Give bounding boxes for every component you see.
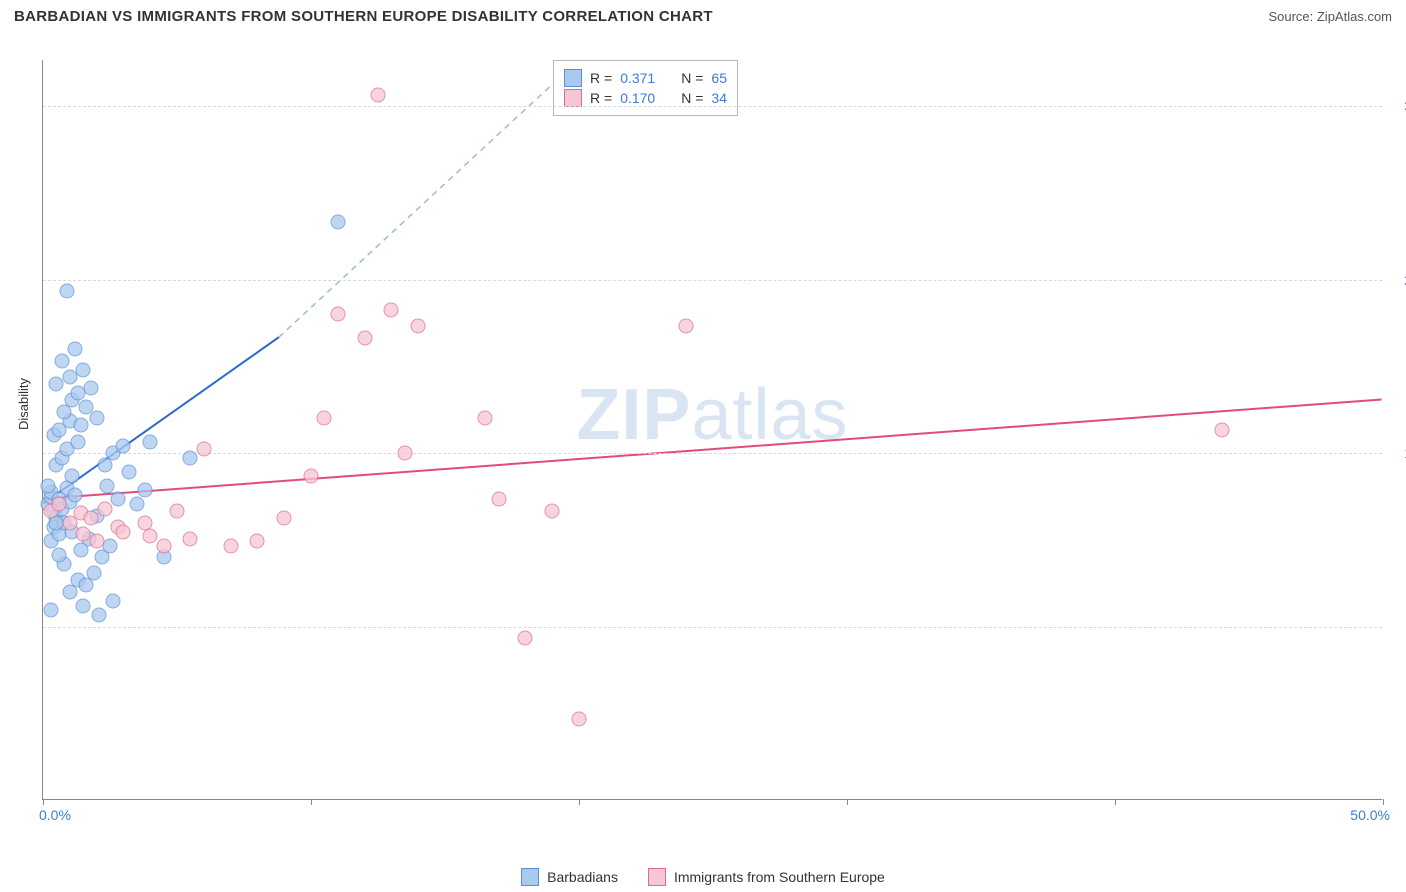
data-point [84, 510, 99, 525]
watermark: ZIPatlas [576, 374, 848, 456]
data-point [250, 534, 265, 549]
swatch-barbadians [521, 868, 539, 886]
data-point [223, 538, 238, 553]
gridline [43, 453, 1382, 454]
data-point [73, 418, 88, 433]
data-point [478, 411, 493, 426]
data-point [41, 478, 56, 493]
y-axis-label: Disability [16, 378, 31, 430]
source-label: Source: ZipAtlas.com [1268, 9, 1392, 24]
legend-row-a: R = 0.371 N = 65 [564, 69, 727, 87]
data-point [183, 531, 198, 546]
r-label: R = [590, 90, 612, 106]
data-point [304, 469, 319, 484]
swatch-immigrants [648, 868, 666, 886]
watermark-rest: atlas [691, 375, 848, 455]
n-value-a: 65 [711, 70, 727, 86]
n-value-b: 34 [711, 90, 727, 106]
data-point [44, 603, 59, 618]
gridline [43, 106, 1382, 107]
data-point [491, 492, 506, 507]
data-point [137, 515, 152, 530]
data-point [143, 529, 158, 544]
gridline [43, 627, 1382, 628]
data-point [357, 330, 372, 345]
data-point [411, 318, 426, 333]
data-point [143, 434, 158, 449]
scatter-chart: ZIPatlas R = 0.371 N = 65 R = 0.170 N = … [42, 60, 1382, 800]
data-point [330, 307, 345, 322]
data-point [572, 712, 587, 727]
data-point [679, 318, 694, 333]
data-point [68, 342, 83, 357]
data-point [89, 411, 104, 426]
legend-item-b: Immigrants from Southern Europe [648, 868, 885, 886]
chart-title: BARBADIAN VS IMMIGRANTS FROM SOUTHERN EU… [14, 8, 713, 25]
data-point [156, 538, 171, 553]
r-value-b: 0.170 [620, 90, 655, 106]
data-point [545, 503, 560, 518]
stats-legend: R = 0.371 N = 65 R = 0.170 N = 34 [553, 60, 738, 116]
r-label: R = [590, 70, 612, 86]
trend-lines [43, 60, 1382, 799]
r-value-a: 0.371 [620, 70, 655, 86]
x-tick [579, 799, 580, 805]
data-point [89, 534, 104, 549]
legend-item-a: Barbadians [521, 868, 618, 886]
data-point [76, 598, 91, 613]
data-point [196, 441, 211, 456]
data-point [116, 524, 131, 539]
data-point [518, 631, 533, 646]
data-point [121, 464, 136, 479]
data-point [68, 487, 83, 502]
data-point [1215, 423, 1230, 438]
data-point [277, 510, 292, 525]
data-point [105, 594, 120, 609]
data-point [92, 608, 107, 623]
data-point [76, 362, 91, 377]
data-point [70, 434, 85, 449]
x-tick [847, 799, 848, 805]
n-label: N = [681, 70, 703, 86]
data-point [100, 478, 115, 493]
x-max-label: 50.0% [1350, 807, 1390, 823]
x-min-label: 0.0% [39, 807, 71, 823]
legend-label-a: Barbadians [547, 869, 618, 885]
data-point [52, 497, 67, 512]
x-tick [1383, 799, 1384, 805]
series-legend: Barbadians Immigrants from Southern Euro… [0, 868, 1406, 886]
legend-row-b: R = 0.170 N = 34 [564, 89, 727, 107]
data-point [183, 450, 198, 465]
gridline [43, 280, 1382, 281]
data-point [116, 439, 131, 454]
data-point [52, 547, 67, 562]
data-point [97, 501, 112, 516]
data-point [65, 469, 80, 484]
n-label: N = [681, 90, 703, 106]
data-point [103, 538, 118, 553]
legend-label-b: Immigrants from Southern Europe [674, 869, 885, 885]
data-point [384, 302, 399, 317]
data-point [84, 381, 99, 396]
data-point [397, 446, 412, 461]
header: BARBADIAN VS IMMIGRANTS FROM SOUTHERN EU… [0, 0, 1406, 29]
x-tick [1115, 799, 1116, 805]
data-point [54, 353, 69, 368]
x-tick [43, 799, 44, 805]
data-point [111, 492, 126, 507]
swatch-barbadians [564, 69, 582, 87]
data-point [170, 503, 185, 518]
data-point [60, 284, 75, 299]
data-point [137, 483, 152, 498]
data-point [317, 411, 332, 426]
x-tick [311, 799, 312, 805]
watermark-bold: ZIP [576, 375, 691, 455]
data-point [86, 566, 101, 581]
data-point [129, 497, 144, 512]
swatch-immigrants [564, 89, 582, 107]
data-point [330, 214, 345, 229]
data-point [371, 87, 386, 102]
